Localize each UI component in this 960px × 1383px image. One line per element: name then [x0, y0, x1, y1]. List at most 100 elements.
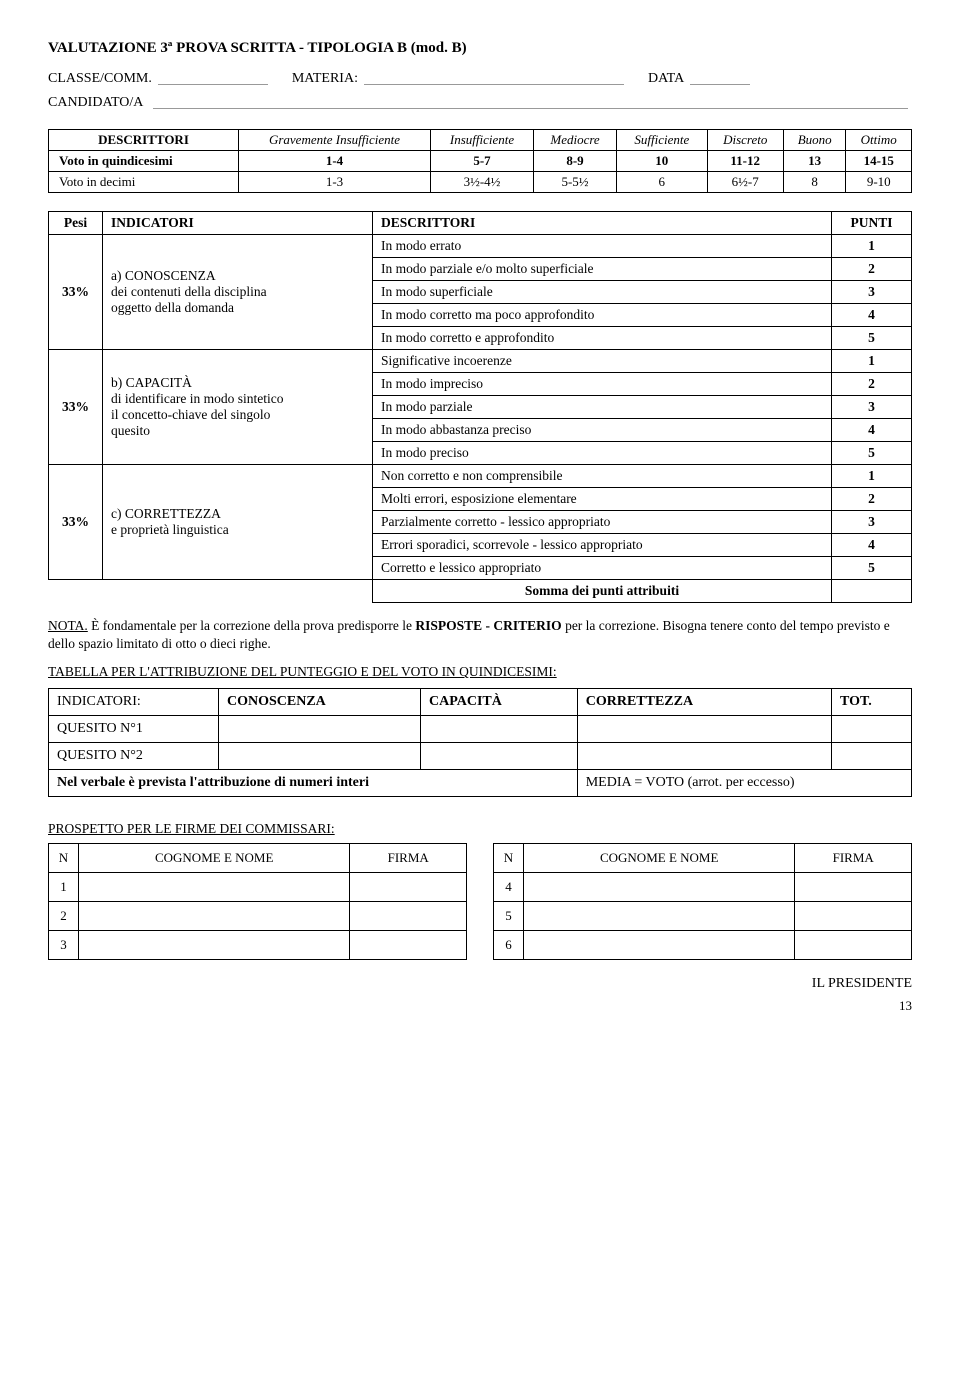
- rubric-desc-0-0: In modo errato: [373, 235, 832, 258]
- prospetto-title: PROSPETTO PER LE FIRME DEI COMMISSARI:: [48, 821, 912, 837]
- voti-desc-head: DESCRITTORI: [49, 130, 239, 151]
- voti-h4: Discreto: [707, 130, 783, 151]
- rubric-desc-0-1: In modo parziale e/o molto superficiale: [373, 258, 832, 281]
- rubric-ind-head: INDICATORI: [103, 212, 373, 235]
- nota-prefix: NOTA.: [48, 618, 88, 633]
- sign-l-1-firma[interactable]: [350, 902, 467, 931]
- voti-h1: Insufficiente: [431, 130, 534, 151]
- voti-r2-2: 5-5½: [533, 172, 616, 193]
- attrib-r1-c3[interactable]: [577, 743, 831, 770]
- attrib-r1-c4[interactable]: [832, 743, 912, 770]
- data-label: DATA: [648, 71, 684, 87]
- classe-row: CLASSE/COMM. MATERIA: DATA: [48, 71, 912, 87]
- attrib-r0-c3[interactable]: [577, 716, 831, 743]
- sign-r-1-firma[interactable]: [795, 902, 912, 931]
- attrib-table: INDICATORI: CONOSCENZA CAPACITÀ CORRETTE…: [48, 688, 912, 797]
- sign-l-0-firma[interactable]: [350, 873, 467, 902]
- attrib-c2: CAPACITÀ: [420, 689, 577, 716]
- attrib-c0: INDICATORI:: [49, 689, 219, 716]
- rubric-peso-1: 33%: [49, 350, 103, 465]
- attrib-r1-c2[interactable]: [420, 743, 577, 770]
- rubric-punti-0-4: 5: [832, 327, 912, 350]
- sign-r-0-firma[interactable]: [795, 873, 912, 902]
- rubric-desc-1-3: In modo abbastanza preciso: [373, 419, 832, 442]
- voti-h5: Buono: [783, 130, 846, 151]
- sign-r-2: 6: [494, 931, 524, 960]
- materia-blank[interactable]: [364, 71, 624, 85]
- rubric-punti-1-1: 2: [832, 373, 912, 396]
- sign-l-1-nome[interactable]: [79, 902, 350, 931]
- voti-r1-label: Voto in quindicesimi: [49, 151, 239, 172]
- attrib-r1-c1[interactable]: [219, 743, 421, 770]
- attrib-c3: CORRETTEZZA: [577, 689, 831, 716]
- rubric-desc-2-2: Parzialmente corretto - lessico appropri…: [373, 511, 832, 534]
- rubric-indicator-0: a) CONOSCENZA dei contenuti della discip…: [103, 235, 373, 350]
- rubric-desc-0-3: In modo corretto ma poco approfondito: [373, 304, 832, 327]
- rubric-somma-val[interactable]: [832, 580, 912, 603]
- sign-h-firma-l: FIRMA: [350, 844, 467, 873]
- attrib-r0-c1[interactable]: [219, 716, 421, 743]
- attrib-r1: QUESITO N°2: [49, 743, 219, 770]
- rubric-indicator-2: c) CORRETTEZZA e proprietà linguistica: [103, 465, 373, 580]
- voti-r1-2: 8-9: [533, 151, 616, 172]
- rubric-punti-1-2: 3: [832, 396, 912, 419]
- tabella-heading: TABELLA PER L'ATTRIBUZIONE DEL PUNTEGGIO…: [48, 664, 912, 680]
- sign-l-0-nome[interactable]: [79, 873, 350, 902]
- sign-r-1: 5: [494, 902, 524, 931]
- sign-l-0: 1: [49, 873, 79, 902]
- data-blank[interactable]: [690, 71, 750, 85]
- sign-r-2-nome[interactable]: [524, 931, 795, 960]
- voti-h2: Mediocre: [533, 130, 616, 151]
- attrib-c1: CONOSCENZA: [219, 689, 421, 716]
- rubric-desc-2-4: Corretto e lessico appropriato: [373, 557, 832, 580]
- page-number: 13: [48, 998, 912, 1014]
- rubric-punti-2-1: 2: [832, 488, 912, 511]
- rubric-punti-0-0: 1: [832, 235, 912, 258]
- voti-r1-0: 1-4: [239, 151, 431, 172]
- attrib-footer-right: MEDIA = VOTO (arrot. per eccesso): [577, 770, 911, 797]
- sign-l-2-nome[interactable]: [79, 931, 350, 960]
- voti-r2-4: 6½-7: [707, 172, 783, 193]
- page-title: VALUTAZIONE 3ª PROVA SCRITTA - TIPOLOGIA…: [48, 40, 912, 57]
- sign-l-2: 3: [49, 931, 79, 960]
- rubric-desc-2-1: Molti errori, esposizione elementare: [373, 488, 832, 511]
- sign-l-2-firma[interactable]: [350, 931, 467, 960]
- sign-h-n-r: N: [494, 844, 524, 873]
- classe-blank[interactable]: [158, 71, 268, 85]
- sign-l-1: 2: [49, 902, 79, 931]
- sign-h-firma-r: FIRMA: [795, 844, 912, 873]
- presidente-label: IL PRESIDENTE: [48, 976, 912, 992]
- rubric-peso-0: 33%: [49, 235, 103, 350]
- rubric-punti-1-0: 1: [832, 350, 912, 373]
- rubric-desc-1-2: In modo parziale: [373, 396, 832, 419]
- rubric-punti-0-1: 2: [832, 258, 912, 281]
- rubric-indicator-1: b) CAPACITÀ di identificare in modo sint…: [103, 350, 373, 465]
- sign-r-0-nome[interactable]: [524, 873, 795, 902]
- attrib-r0-c4[interactable]: [832, 716, 912, 743]
- sign-h-nome-r: COGNOME E NOME: [524, 844, 795, 873]
- attrib-r0-c2[interactable]: [420, 716, 577, 743]
- voti-h0: Gravemente Insufficiente: [239, 130, 431, 151]
- attrib-c4: TOT.: [832, 689, 912, 716]
- sign-r-1-nome[interactable]: [524, 902, 795, 931]
- candidato-label: CANDIDATO/A: [48, 95, 143, 111]
- sign-h-nome-l: COGNOME E NOME: [79, 844, 350, 873]
- rubric-desc-1-0: Significative incoerenze: [373, 350, 832, 373]
- sign-table-right: N COGNOME E NOME FIRMA 4 5 6: [493, 843, 912, 960]
- rubric-desc-2-3: Errori sporadici, scorrevole - lessico a…: [373, 534, 832, 557]
- candidato-blank[interactable]: [153, 95, 908, 109]
- nota-text1: È fondamentale per la correzione della p…: [88, 618, 416, 633]
- rubric-desc-1-4: In modo preciso: [373, 442, 832, 465]
- voti-r1-6: 14-15: [846, 151, 912, 172]
- attrib-footer-left: Nel verbale è prevista l'attribuzione di…: [49, 770, 578, 797]
- voti-r1-5: 13: [783, 151, 846, 172]
- sign-r-2-firma[interactable]: [795, 931, 912, 960]
- rubric-punti-2-4: 5: [832, 557, 912, 580]
- voti-r1-1: 5-7: [431, 151, 534, 172]
- voti-r2-3: 6: [617, 172, 707, 193]
- rubric-punti-0-2: 3: [832, 281, 912, 304]
- rubric-punti-2-3: 4: [832, 534, 912, 557]
- voti-r1-3: 10: [617, 151, 707, 172]
- voti-r2-0: 1-3: [239, 172, 431, 193]
- classe-label: CLASSE/COMM.: [48, 71, 152, 87]
